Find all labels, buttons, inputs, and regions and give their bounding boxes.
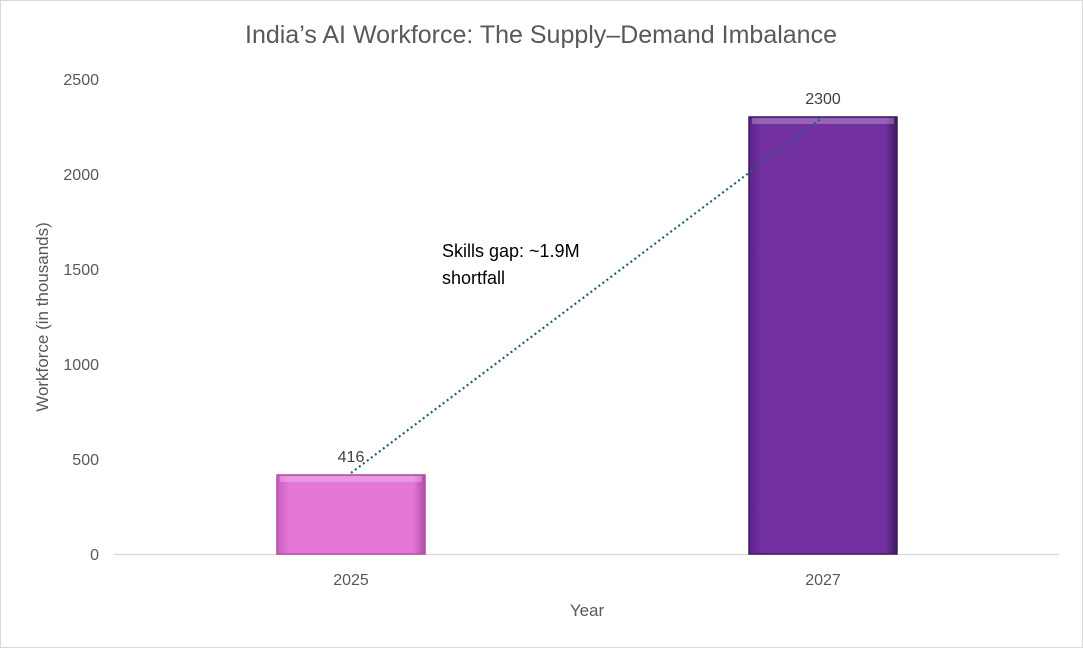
y-tick-label: 1500 [63, 262, 99, 279]
x-axis-ticks: 2025 2027 [333, 572, 841, 589]
chart-title: India’s AI Workforce: The Supply–Demand … [245, 21, 837, 49]
y-axis-title: Workforce (in thousands) [33, 222, 52, 412]
data-labels-group: 416 2300 [338, 91, 841, 466]
bars-group [276, 116, 898, 555]
y-tick-label: 0 [90, 547, 99, 564]
bar-2027 [748, 116, 898, 555]
x-tick-label-2027: 2027 [805, 572, 841, 589]
y-tick-label: 500 [72, 452, 99, 469]
x-tick-label-2025: 2025 [333, 572, 369, 589]
bar-2025 [276, 474, 426, 555]
annotation-line-1: Skills gap: ~1.9M [442, 241, 580, 261]
bar-bevel-highlight [752, 118, 894, 124]
data-label-2025: 416 [338, 449, 365, 466]
y-axis-ticks: 0 500 1000 1500 2000 2500 [63, 72, 99, 564]
data-label-2027: 2300 [805, 91, 841, 108]
skills-gap-trendline [350, 116, 824, 474]
bar-bevel-highlight [280, 475, 422, 482]
y-tick-label: 1000 [63, 357, 99, 374]
annotation-line-2: shortfall [442, 268, 505, 288]
y-tick-label: 2500 [63, 72, 99, 89]
x-axis-title: Year [570, 601, 605, 620]
y-tick-label: 2000 [63, 167, 99, 184]
